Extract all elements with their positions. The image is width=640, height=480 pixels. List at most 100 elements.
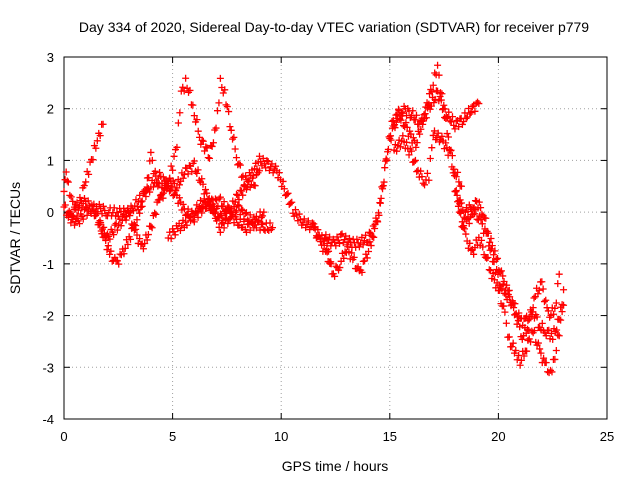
data-point <box>363 254 371 262</box>
data-point <box>179 174 187 182</box>
data-point <box>475 198 483 206</box>
data-point <box>457 182 465 190</box>
data-point <box>224 219 232 227</box>
data-point <box>443 130 451 138</box>
data-point <box>512 347 520 355</box>
data-point <box>448 163 456 171</box>
data-point <box>124 241 132 249</box>
data-point <box>182 74 190 82</box>
data-point <box>524 317 532 325</box>
data-point <box>485 266 493 274</box>
data-point <box>416 130 424 138</box>
data-point <box>148 224 156 232</box>
data-point <box>471 197 479 205</box>
data-point <box>213 107 221 115</box>
data-point <box>547 330 555 338</box>
data-point <box>255 152 263 160</box>
data-point <box>500 278 508 286</box>
data-point <box>468 103 476 111</box>
data-point <box>246 226 254 234</box>
data-point <box>367 242 375 250</box>
data-point <box>550 310 558 318</box>
data-point <box>434 129 442 137</box>
data-point <box>403 123 411 131</box>
data-point <box>544 307 552 315</box>
data-point <box>269 224 277 232</box>
data-point <box>402 119 410 127</box>
data-point <box>364 238 372 246</box>
data-point <box>204 154 212 162</box>
data-point <box>358 268 366 276</box>
data-point <box>398 108 406 116</box>
y-tick-label: -4 <box>42 412 54 427</box>
y-axis: -4 -3 -2 -1 0 1 2 3 <box>42 50 607 427</box>
data-point <box>445 145 453 153</box>
data-point <box>434 87 442 95</box>
data-point <box>245 176 253 184</box>
data-point <box>147 222 155 230</box>
data-point <box>408 147 416 155</box>
data-point <box>198 209 206 217</box>
data-point <box>362 231 370 239</box>
data-point <box>213 205 221 213</box>
data-point <box>327 258 335 266</box>
data-point <box>411 156 419 164</box>
data-point <box>146 188 154 196</box>
data-point <box>304 217 312 225</box>
data-point <box>299 219 307 227</box>
data-point <box>251 182 259 190</box>
data-point <box>375 209 383 217</box>
data-point <box>379 182 387 190</box>
data-point <box>269 169 277 177</box>
data-point <box>104 242 112 250</box>
data-point <box>96 217 104 225</box>
x-tick-label: 20 <box>491 429 505 444</box>
data-point <box>553 326 561 334</box>
data-point <box>500 302 508 310</box>
data-point <box>499 272 507 280</box>
data-point <box>551 304 559 312</box>
data-point <box>99 120 107 128</box>
data-point <box>199 180 207 188</box>
data-point <box>542 359 550 367</box>
data-point <box>487 234 495 242</box>
data-point <box>483 254 491 262</box>
data-point <box>138 197 146 205</box>
data-point <box>387 136 395 144</box>
data-point <box>355 243 363 251</box>
data-point <box>484 229 492 237</box>
data-point <box>417 125 425 133</box>
data-point <box>411 116 419 124</box>
data-point <box>284 189 292 197</box>
data-point <box>63 177 71 185</box>
data-point <box>66 210 74 218</box>
data-point <box>471 107 479 115</box>
data-point <box>176 109 184 117</box>
data-point <box>533 313 541 321</box>
data-point <box>525 326 533 334</box>
data-point <box>508 300 516 308</box>
data-point <box>168 182 176 190</box>
data-point <box>340 236 348 244</box>
data-point <box>467 108 475 116</box>
data-point <box>229 135 237 143</box>
data-point <box>171 231 179 239</box>
data-point <box>185 214 193 222</box>
data-point <box>89 156 97 164</box>
data-point <box>429 131 437 139</box>
data-point <box>435 71 443 79</box>
data-point <box>537 349 545 357</box>
data-point <box>190 212 198 220</box>
data-point <box>536 345 544 353</box>
data-point <box>130 207 138 215</box>
data-point <box>337 231 345 239</box>
data-point <box>83 211 91 219</box>
data-point <box>227 126 235 134</box>
y-axis-label: SDTVAR / TECUs <box>7 182 23 294</box>
data-point <box>329 235 337 243</box>
data-point <box>125 209 133 217</box>
data-point <box>555 270 563 278</box>
data-point <box>505 286 513 294</box>
data-point <box>67 219 75 227</box>
data-point <box>220 224 228 232</box>
